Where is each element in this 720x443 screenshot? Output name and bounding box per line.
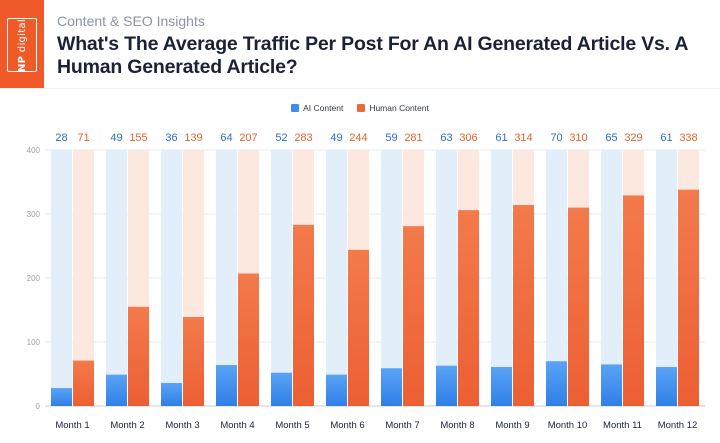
data-label-ai-12: 61: [660, 132, 672, 144]
bar-ai-3: [161, 382, 182, 406]
bar-background-ai-4: [216, 150, 237, 406]
bar-background-ai-7: [381, 150, 402, 406]
bar-ai-11: [601, 364, 622, 406]
np-digital-logo: NP digital: [0, 0, 44, 88]
data-label-human-12: 338: [679, 132, 697, 144]
x-tick-label-12: Month 12: [658, 420, 698, 431]
data-label-ai-10: 70: [550, 132, 562, 144]
legend-item-human: Human Content: [357, 103, 429, 113]
bar-human-6: [348, 249, 369, 406]
y-tick-label-400: 400: [27, 146, 41, 155]
bar-ai-8: [436, 365, 457, 406]
x-tick-label-9: Month 9: [495, 420, 529, 431]
chart-legend: AI Content Human Content: [0, 103, 720, 113]
bar-human-9: [513, 205, 534, 406]
bar-background-ai-5: [271, 150, 292, 406]
legend-swatch-human: [357, 104, 366, 112]
bar-human-8: [458, 210, 479, 406]
bar-human-12: [678, 189, 699, 406]
x-tick-label-7: Month 7: [385, 420, 419, 431]
bar-background-ai-6: [326, 150, 347, 406]
bar-background-ai-8: [436, 150, 457, 406]
data-label-human-5: 283: [294, 132, 312, 144]
bar-ai-10: [546, 361, 567, 406]
data-label-ai-3: 36: [165, 132, 177, 144]
bar-background-ai-1: [51, 150, 72, 406]
bar-ai-12: [656, 366, 677, 406]
data-label-human-3: 139: [184, 132, 202, 144]
bar-human-5: [293, 224, 314, 406]
y-tick-label-0: 0: [36, 402, 41, 411]
data-label-human-6: 244: [349, 132, 367, 144]
bar-background-ai-3: [161, 150, 182, 406]
bar-human-10: [568, 207, 589, 406]
bar-human-7: [403, 226, 424, 406]
x-tick-label-1: Month 1: [55, 420, 89, 431]
bar-background-ai-11: [601, 150, 622, 406]
bar-ai-7: [381, 368, 402, 406]
data-label-ai-11: 65: [605, 132, 617, 144]
bar-background-ai-10: [546, 150, 567, 406]
legend-label-human: Human Content: [369, 103, 429, 113]
data-label-ai-8: 63: [440, 132, 452, 144]
x-tick-label-4: Month 4: [220, 420, 254, 431]
bar-ai-1: [51, 388, 72, 406]
x-tick-label-2: Month 2: [110, 420, 144, 431]
data-label-ai-2: 49: [110, 132, 122, 144]
data-label-human-1: 71: [77, 132, 89, 144]
bar-background-ai-2: [106, 150, 127, 406]
x-tick-label-10: Month 10: [548, 420, 588, 431]
bar-background-ai-12: [656, 150, 677, 406]
bar-human-3: [183, 317, 204, 406]
legend-label-ai: AI Content: [303, 103, 344, 113]
bar-human-4: [238, 273, 259, 406]
bar-background-ai-9: [491, 150, 512, 406]
data-label-human-10: 310: [569, 132, 587, 144]
bar-background-human-1: [73, 150, 94, 406]
bar-human-1: [73, 360, 94, 406]
data-label-human-2: 155: [129, 132, 147, 144]
x-tick-label-3: Month 3: [165, 420, 199, 431]
data-label-human-9: 314: [514, 132, 532, 144]
data-label-ai-6: 49: [330, 132, 342, 144]
page-subtitle: Content & SEO Insights: [57, 13, 205, 29]
x-tick-label-8: Month 8: [440, 420, 474, 431]
bar-ai-4: [216, 365, 237, 406]
bar-ai-9: [491, 366, 512, 406]
data-label-human-11: 329: [624, 132, 642, 144]
data-label-ai-5: 52: [275, 132, 287, 144]
data-label-human-8: 306: [459, 132, 477, 144]
data-label-ai-7: 59: [385, 132, 397, 144]
data-label-human-4: 207: [239, 132, 257, 144]
x-tick-label-5: Month 5: [275, 420, 309, 431]
bar-human-11: [623, 195, 644, 406]
bar-human-2: [128, 306, 149, 406]
bar-ai-5: [271, 372, 292, 406]
x-tick-label-6: Month 6: [330, 420, 364, 431]
y-tick-label-100: 100: [27, 338, 41, 347]
x-tick-label-11: Month 11: [603, 420, 642, 431]
header-divider: [0, 88, 720, 89]
data-label-ai-4: 64: [220, 132, 232, 144]
legend-item-ai: AI Content: [291, 103, 343, 113]
data-label-ai-9: 61: [495, 132, 507, 144]
chart-title: What's The Average Traffic Per Post For …: [57, 33, 688, 78]
bar-ai-2: [106, 374, 127, 406]
y-tick-label-300: 300: [27, 210, 41, 219]
legend-swatch-ai: [291, 104, 300, 112]
data-label-human-7: 281: [404, 132, 422, 144]
data-label-ai-1: 28: [55, 132, 67, 144]
y-tick-label-200: 200: [27, 274, 41, 283]
bar-ai-6: [326, 374, 347, 406]
